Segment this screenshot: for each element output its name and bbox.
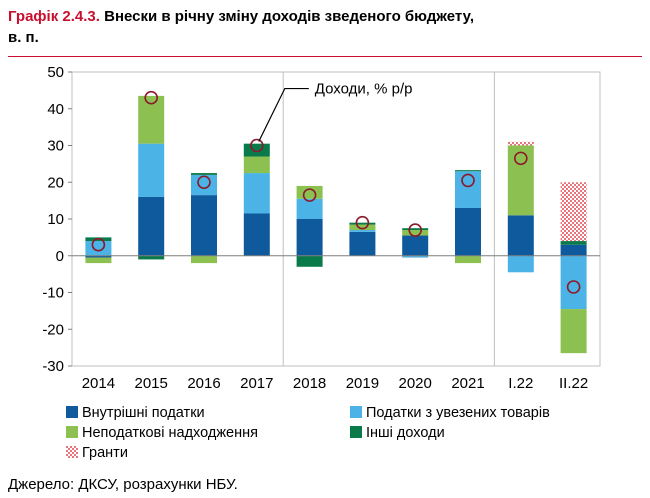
revenue-marker [197,175,211,190]
bar-segment-other [455,170,481,172]
y-tick-label: 0 [56,248,64,265]
y-tick-label: 40 [47,101,64,118]
legend-label: Гранти [82,445,128,461]
bar-segment-domestic [560,244,587,256]
legend-item-grants: Гранти [66,444,128,462]
bar-segment-nontax [85,257,112,264]
x-tick-label: 2020 [399,375,432,392]
title-text: Внески в річну зміну доходів зведеного б… [104,8,474,25]
x-tick-label: II.22 [559,375,588,392]
bar-segment-grants [507,141,534,146]
y-tick-label: 50 [47,64,64,81]
chart-title: Графік 2.4.3. Внески в річну зміну доход… [8,6,638,48]
y-tick-label: -10 [42,285,64,302]
bar-segment-imports [296,198,323,219]
y-tick-label: 30 [47,138,64,155]
x-tick-label: 2021 [451,375,484,392]
bar-segment-domestic [455,207,481,256]
bar-segment-other [191,173,217,175]
bar-segment-domestic [191,195,217,256]
figure-label: Графік 2.4.3. [8,8,100,25]
y-tick-label: 20 [47,174,64,191]
bar-segment-imports [507,255,534,273]
legend-item-imports: Податки з увезених товарів [350,404,550,422]
bar-segment-nontax [402,230,429,236]
bar-segment-nontax [243,156,270,174]
legend-item-other: Інші доходи [350,424,445,442]
bar-segment-other [349,222,376,225]
bar-segment-other [560,241,587,245]
revenue-marker [566,280,581,294]
annotation-label: Доходи, % р/р [315,81,413,98]
legend-label: Неподаткові надходження [82,425,258,441]
bar-segment-nontax [455,255,481,264]
revenue-marker [91,237,106,252]
legend-swatch-grants [66,446,78,458]
legend-item-domestic: Внутрішні податки [66,404,205,422]
x-tick-label: I.22 [508,375,533,392]
y-tick-label: -30 [42,358,64,375]
bar-segment-imports [243,173,270,214]
title-unit: в. п. [8,29,39,46]
x-tick-label: 2019 [346,375,379,392]
x-tick-label: 2015 [135,375,168,392]
bar-segment-other [402,228,429,231]
bar-segment-nontax [296,185,323,199]
bar-segment-imports [138,143,165,197]
legend-swatch-other [350,426,362,438]
revenue-marker [249,138,264,153]
bar-segment-domestic [507,215,534,256]
bar-segment-domestic [85,255,112,258]
title-rule [8,56,642,57]
source-note: Джерело: ДКСУ, розрахунки НБУ. [8,476,238,493]
revenue-marker [302,188,317,202]
bar-segment-other [296,255,323,267]
bar-segment-other [138,255,165,260]
y-tick-label: -20 [42,321,64,338]
bar-segment-imports [455,171,481,208]
x-tick-label: 2017 [240,375,273,392]
bar-segment-imports [402,255,429,258]
legend-label: Інші доходи [366,425,445,441]
revenue-marker [513,151,528,166]
revenue-marker [408,223,423,237]
legend-swatch-imports [350,406,362,418]
bar-segment-nontax [560,309,587,354]
x-tick-label: 2016 [187,375,220,392]
bar-segment-domestic [296,219,323,256]
y-tick-label: 10 [47,211,64,228]
x-tick-label: 2018 [293,375,326,392]
legend-swatch-domestic [66,406,78,418]
chart-area: -30 -20 -10 0 10 20 30 40 50 2014 2015 2016 2017 2018… [42,64,601,392]
bar-segment-nontax [349,224,376,231]
revenue-marker [144,90,158,105]
bar-segment-domestic [243,213,270,256]
bar-segment-domestic [402,235,429,256]
bar-segment-domestic [138,196,165,256]
legend-label: Податки з увезених товарів [366,405,550,421]
bar-segment-other [243,143,270,157]
legend-label: Внутрішні податки [82,405,205,421]
annotation-leader [258,87,309,142]
bar-segment-nontax [191,255,217,264]
bar-segment-grants [560,182,587,242]
revenue-marker [355,215,370,230]
bar-segment-imports [349,230,376,232]
bar-segment-imports [85,241,112,256]
bar-segment-nontax [507,145,534,216]
x-tick-label: 2014 [82,375,115,392]
bar-segment-domestic [349,231,376,256]
bar-segment-imports [560,255,587,310]
legend-item-nontax: Неподаткові надходження [66,424,258,442]
revenue-marker [461,173,475,188]
bar-segment-imports [191,174,217,196]
legend-swatch-nontax [66,426,78,438]
